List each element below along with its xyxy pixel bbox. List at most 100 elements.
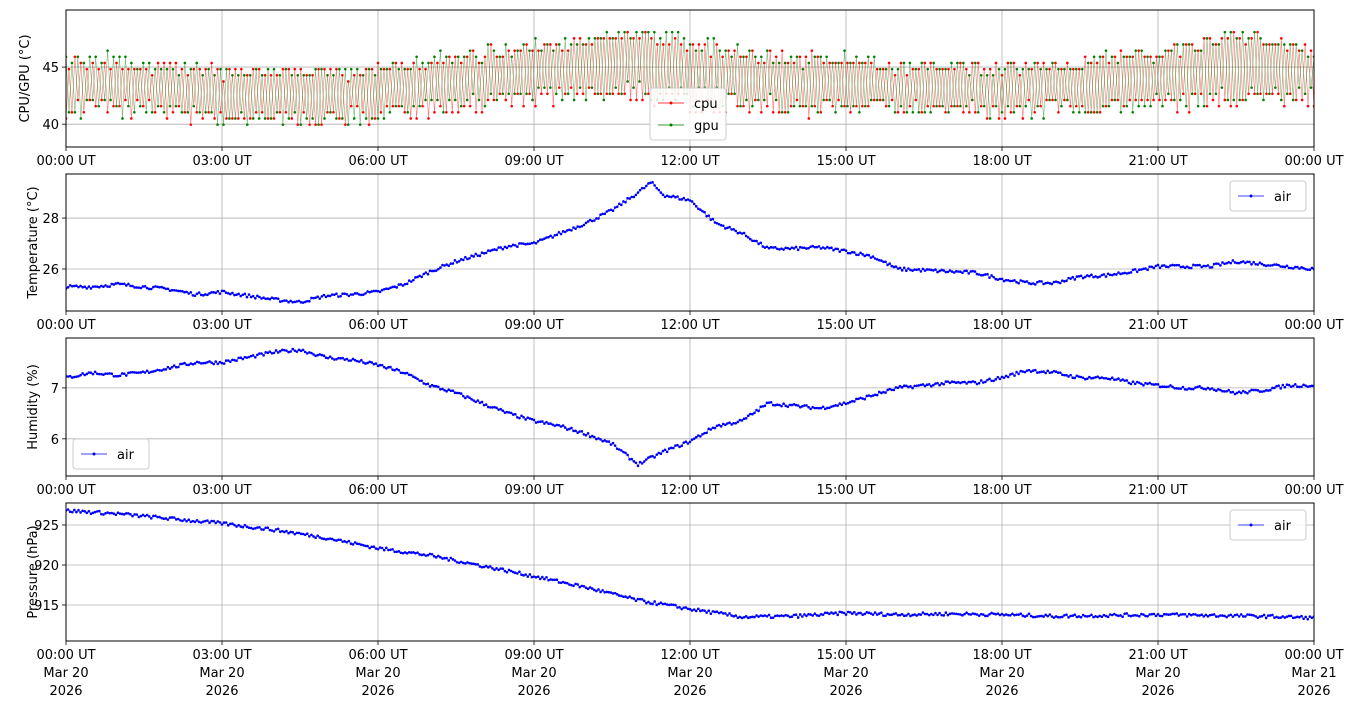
x-tick-label-line: 15:00 UT (816, 648, 875, 663)
air-point (1291, 267, 1295, 270)
gpu-point (706, 37, 710, 40)
air-point (957, 380, 960, 384)
x-tick-label-line: 2026 (1297, 684, 1330, 699)
air-point (106, 285, 109, 288)
air-point (320, 537, 324, 540)
air-point (1073, 613, 1077, 617)
air-point (245, 525, 249, 529)
gpu-point (133, 110, 136, 114)
cpu-point (1181, 92, 1185, 96)
air-point (97, 372, 101, 376)
air-point (1110, 273, 1114, 277)
gpu-point (923, 110, 927, 114)
air-point (1254, 262, 1258, 266)
air-point (1206, 386, 1210, 390)
air-point (262, 528, 265, 531)
air-point (1254, 388, 1258, 392)
air-point (1283, 265, 1287, 269)
cpu-point (480, 110, 484, 114)
air-point (274, 349, 278, 352)
air-point (466, 257, 469, 261)
cpu-point (489, 43, 493, 46)
air-point (707, 609, 711, 612)
air-point (607, 440, 611, 443)
air-point (1042, 615, 1045, 618)
cpu-point (222, 80, 225, 83)
air-point (343, 358, 347, 361)
air-point (780, 614, 783, 617)
air-point (794, 245, 798, 249)
air-point (503, 245, 507, 249)
gpu-point (581, 43, 585, 46)
x-tick-label-line: 2026 (361, 684, 394, 699)
cpu-point (1158, 98, 1161, 102)
air-point (414, 376, 417, 380)
air-point (788, 403, 792, 407)
cpu-point (136, 98, 139, 102)
gpu-point (626, 80, 629, 83)
air-point (1121, 272, 1124, 275)
gpu-point (855, 55, 858, 59)
air-point (147, 515, 151, 518)
air-point (1210, 613, 1214, 617)
gpu-point (988, 117, 992, 120)
air-point (505, 570, 509, 574)
gpu-point (127, 104, 130, 108)
air-point (915, 614, 919, 617)
air-point (337, 538, 340, 542)
cpu-point (448, 55, 451, 59)
x-tick-label: 06:00 UT (348, 483, 407, 498)
air-point (1296, 265, 1299, 269)
air-point (751, 412, 754, 416)
air-point (942, 269, 946, 272)
air-point (112, 375, 116, 378)
air-point (645, 184, 648, 188)
air-point (844, 249, 848, 252)
air-point (620, 594, 623, 598)
air-point (1015, 280, 1018, 284)
air-point (210, 291, 213, 294)
air-point (1067, 375, 1070, 378)
air-point (366, 544, 369, 548)
air-point (133, 286, 136, 289)
cpu-point (430, 61, 433, 65)
air-point (948, 612, 952, 616)
cpu-point (275, 74, 279, 77)
gpu-point (676, 30, 680, 34)
air-point (513, 571, 517, 575)
cpu-point (1030, 67, 1034, 71)
air-point (929, 612, 933, 616)
air-point (256, 353, 259, 357)
air-point (825, 245, 829, 249)
air-point (946, 270, 950, 274)
air-point (1154, 383, 1158, 386)
cpu-point (920, 110, 924, 114)
air-point (850, 399, 854, 403)
gpu-point (370, 117, 374, 120)
air-point (605, 590, 609, 594)
air-point (1162, 264, 1166, 267)
cpu-point (1036, 61, 1039, 65)
air-point (1025, 280, 1029, 283)
air-point (339, 357, 342, 360)
air-point (1115, 273, 1118, 276)
cpu-point (703, 43, 707, 46)
air-point (170, 288, 174, 292)
air-point (233, 358, 236, 362)
cpu-point (1033, 110, 1036, 114)
gpu-point (748, 49, 751, 52)
air-point (343, 540, 347, 543)
air-point (187, 518, 191, 521)
plot-area (66, 30, 1314, 126)
air-point (489, 565, 492, 568)
air-point (996, 375, 1000, 379)
cpu-point (150, 74, 154, 77)
air-point (753, 411, 756, 415)
x-tick-label-line: 18:00 UT (972, 154, 1031, 169)
air-point (199, 521, 203, 524)
air-point (160, 369, 163, 372)
air-point (609, 208, 613, 212)
air-point (464, 562, 467, 565)
air-point (370, 545, 374, 549)
air-point (992, 379, 995, 383)
